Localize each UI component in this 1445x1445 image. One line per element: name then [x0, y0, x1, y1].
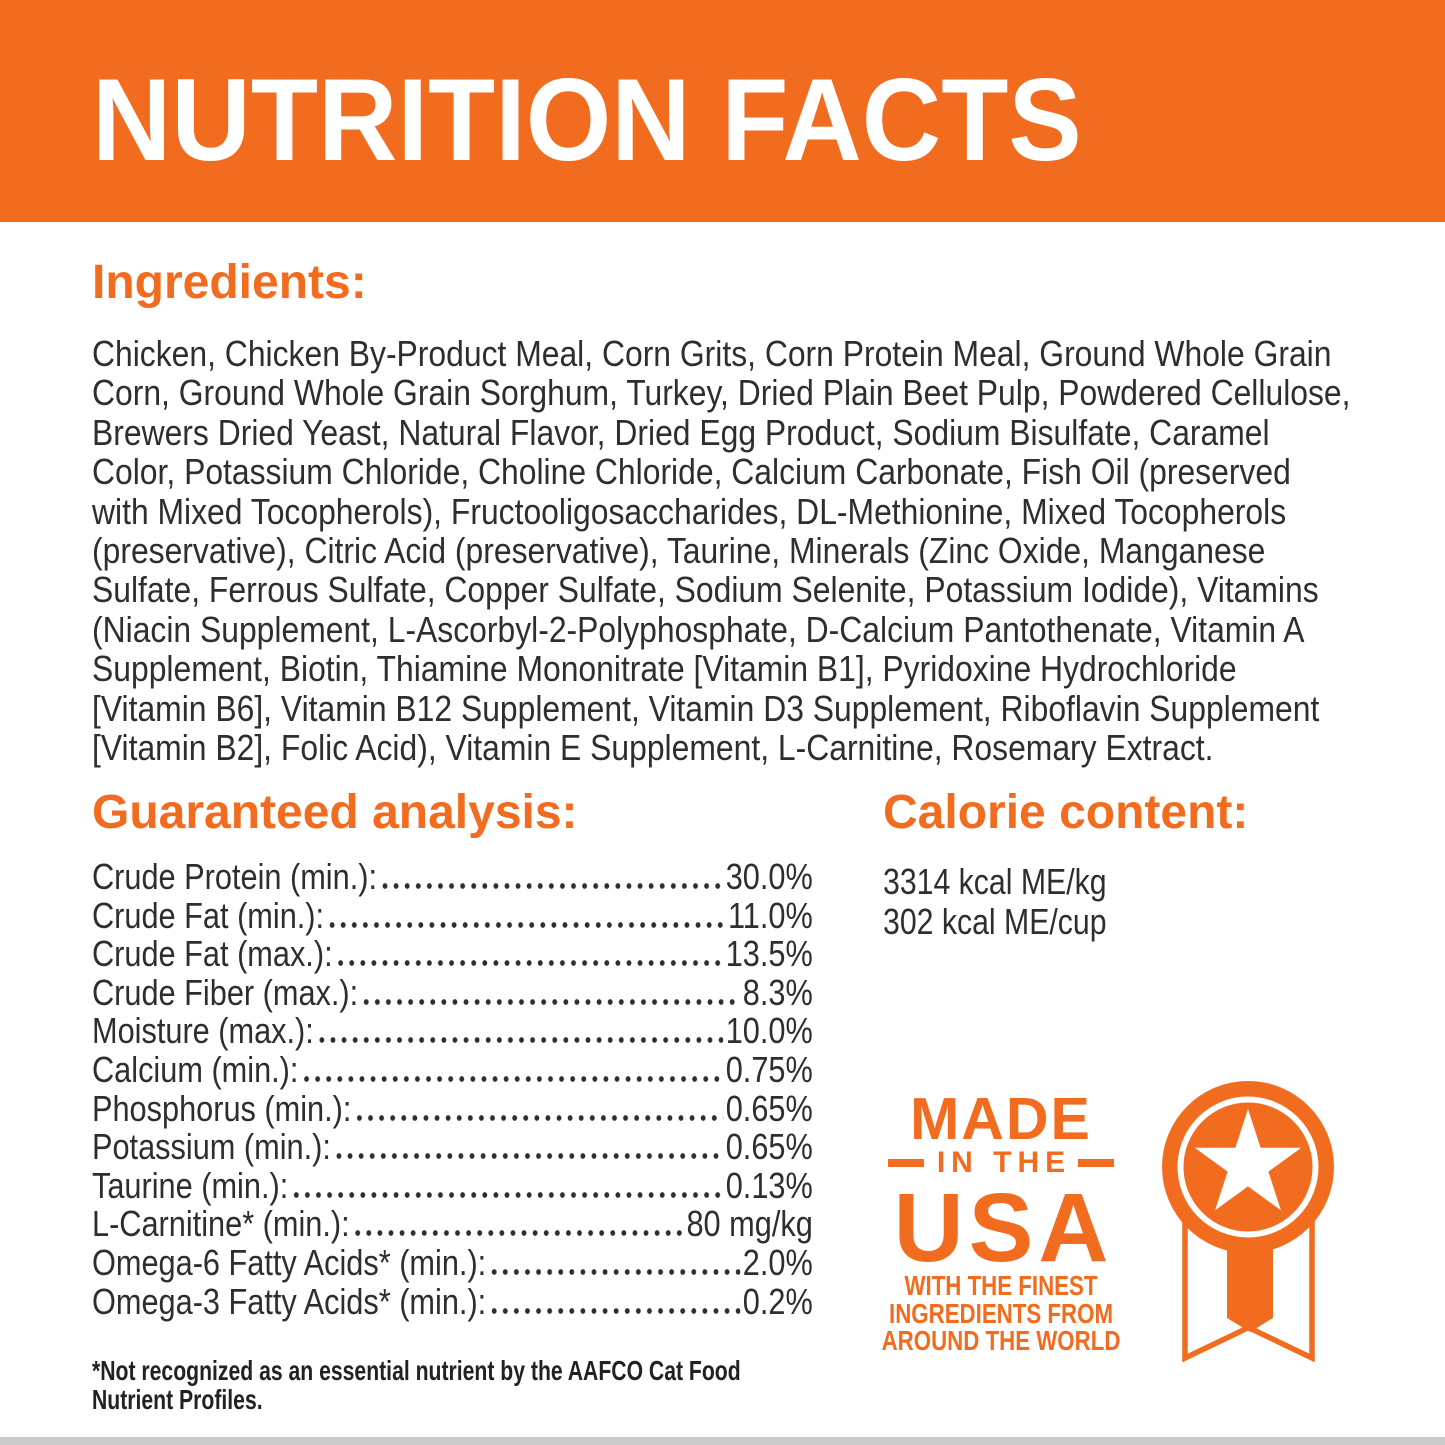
guaranteed-analysis-heading: Guaranteed analysis:	[92, 786, 578, 839]
analysis-value: 30.0%	[725, 856, 813, 897]
made-in-usa-lockup: MADE IN THE USA WITH THE FINEST INGREDIE…	[851, 1075, 1151, 1375]
analysis-label: Crude Fiber (max.):	[92, 971, 359, 1013]
analysis-label: Taurine (min.):	[92, 1164, 289, 1206]
analysis-row: Calcium (min.): 0.75%	[92, 1048, 813, 1090]
page-title: NUTRITION FACTS	[92, 54, 1082, 185]
analysis-value: 2.0%	[742, 1241, 813, 1283]
guaranteed-analysis-table: Crude Protein (min.): 30.0% Crude Fat (m…	[92, 856, 813, 1322]
dot-leader	[352, 1230, 684, 1237]
usa-text: USA	[893, 1173, 1114, 1282]
analysis-label: Potassium (min.):	[92, 1126, 331, 1168]
analysis-row: Crude Fiber (max.): 8.3%	[92, 971, 813, 1013]
dot-leader	[488, 1307, 741, 1314]
made-text: MADE	[910, 1086, 1092, 1152]
analysis-value: 0.75%	[725, 1048, 813, 1090]
usa-tagline: WITH THE FINEST INGREDIENTS FROM AROUND …	[881, 1270, 1121, 1356]
ingredients-heading: Ingredients:	[92, 256, 367, 309]
analysis-label: Moisture (max.):	[92, 1010, 314, 1052]
dot-leader	[335, 960, 724, 967]
analysis-value: 13.5%	[725, 933, 813, 975]
analysis-row: Phosphorus (min.): 0.65%	[92, 1087, 813, 1129]
analysis-value: 0.13%	[725, 1164, 813, 1206]
ingredients-text: Chicken, Chicken By-Product Meal, Corn G…	[92, 333, 1351, 769]
analysis-value: 0.65%	[725, 1126, 813, 1168]
analysis-label: Phosphorus (min.):	[92, 1087, 352, 1129]
analysis-label: Crude Fat (min.):	[92, 894, 325, 936]
analysis-row: L-Carnitine* (min.): 80 mg/kg	[92, 1203, 813, 1245]
analysis-row: Crude Protein (min.): 30.0%	[92, 856, 813, 897]
analysis-label: Omega-6 Fatty Acids* (min.):	[92, 1241, 487, 1283]
dot-leader	[333, 1153, 724, 1160]
right-dash	[1078, 1159, 1115, 1167]
bottom-edge-strip	[0, 1437, 1445, 1445]
star-ribbon-badge-icon	[1162, 1081, 1334, 1363]
left-dash	[887, 1159, 924, 1167]
analysis-value: 80 mg/kg	[686, 1203, 813, 1245]
analysis-label: Crude Fat (max.):	[92, 933, 333, 975]
analysis-row: Moisture (max.): 10.0%	[92, 1010, 813, 1052]
analysis-label: Omega-3 Fatty Acids* (min.):	[92, 1280, 487, 1322]
calorie-content-values: 3314 kcal ME/kg 302 kcal ME/cup	[883, 861, 1107, 942]
analysis-row: Crude Fat (max.): 13.5%	[92, 933, 813, 975]
analysis-row: Potassium (min.): 0.65%	[92, 1126, 813, 1168]
analysis-row: Omega-3 Fatty Acids* (min.): 0.2%	[92, 1280, 813, 1322]
dot-leader	[379, 883, 724, 889]
analysis-value: 8.3%	[742, 971, 813, 1013]
analysis-value: 0.2%	[742, 1280, 813, 1322]
analysis-label: Crude Protein (min.):	[92, 856, 377, 897]
footnote: *Not recognized as an essential nutrient…	[92, 1355, 741, 1415]
dot-leader	[353, 1114, 724, 1121]
dot-leader	[290, 1191, 724, 1198]
calorie-content-heading: Calorie content:	[883, 786, 1249, 839]
dot-leader	[300, 1075, 724, 1082]
analysis-value: 0.65%	[725, 1087, 813, 1129]
analysis-label: Calcium (min.):	[92, 1048, 299, 1090]
analysis-row: Taurine (min.): 0.13%	[92, 1164, 813, 1206]
dot-leader	[360, 998, 741, 1005]
in-the-text: IN THE	[936, 1146, 1072, 1179]
analysis-row: Omega-6 Fatty Acids* (min.): 2.0%	[92, 1241, 813, 1283]
analysis-row: Crude Fat (min.): 11.0%	[92, 894, 813, 936]
analysis-label: L-Carnitine* (min.):	[92, 1203, 350, 1245]
analysis-value: 11.0%	[727, 894, 813, 936]
dot-leader	[488, 1268, 741, 1275]
analysis-value: 10.0%	[725, 1010, 813, 1052]
dot-leader	[326, 921, 726, 928]
in-the-row: IN THE	[851, 1148, 1151, 1178]
header-band: NUTRITION FACTS	[0, 0, 1445, 222]
dot-leader	[316, 1037, 724, 1044]
